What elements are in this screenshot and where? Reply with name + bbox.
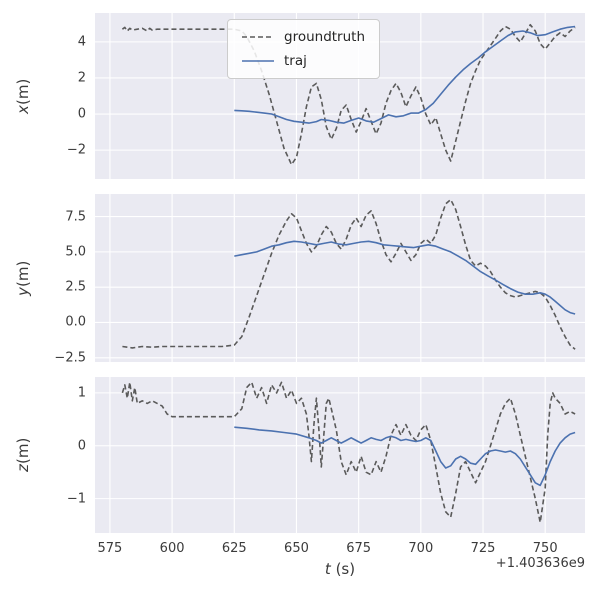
groundtruth-line [122,198,576,350]
legend: groundtruth traj [227,19,381,79]
axis-offset-text: +1.403636e9 [495,556,585,571]
subplot-x: groundtruth traj −2 0 2 4 [67,13,585,179]
traj-solid-line-icon [242,60,274,62]
legend-item-groundtruth: groundtruth [242,29,365,45]
y-tick-label: −2.5 [54,350,86,366]
y-axis-ylabel: y (m) [12,194,34,362]
ylabel-var-z: z [14,464,32,473]
y-tick-label: 4 [77,34,86,50]
traj-line [234,426,576,487]
y-tick-label: −1 [66,491,86,507]
x-tick-label: 700 [408,541,434,556]
y-tick-label: 2 [77,70,86,86]
subplot-z: −1 0 1 575 600 625 650 675 700 725 750 [67,377,585,556]
x-axis-title: t (s) [95,560,585,578]
ylabel-var-x: x [14,104,32,114]
traj-line [234,25,576,124]
x-tick-label: 625 [221,541,247,556]
x-tick-label: 675 [346,541,372,556]
y-plot-canvas [95,194,585,362]
legend-label-groundtruth: groundtruth [284,29,366,45]
y-tick-label: 5.0 [65,244,86,260]
y-tick-label: 0 [77,106,86,122]
y-tick-label: 0.0 [65,314,86,330]
y-tick-label: 1 [77,385,86,401]
xlabel-unit: (s) [330,560,356,578]
ylabel-var-y: y [14,286,32,296]
y-tick-label: 0 [77,438,86,454]
x-axis-ylabel: x (m) [12,13,34,179]
ylabel-unit-y: (m) [14,260,32,287]
x-tick-label: 575 [97,541,123,556]
legend-item-traj: traj [242,53,365,69]
legend-label-traj: traj [284,53,307,69]
x-tick-label: 725 [470,541,496,556]
z-plot-canvas [95,377,585,533]
groundtruth-line [121,381,576,524]
ylabel-unit-x: (m) [14,78,32,105]
y-tick-label: −2 [66,142,86,158]
groundtruth-dashed-line-icon [242,36,274,38]
x-tick-label: 600 [159,541,185,556]
subplot-y: −2.5 0.0 2.5 5.0 7.5 [54,194,585,365]
z-axis-ylabel: z (m) [12,377,34,533]
ylabel-unit-z: (m) [14,437,32,465]
y-tick-label: 7.5 [65,209,86,225]
x-tick-label: 650 [284,541,309,556]
x-tick-label: 750 [532,541,558,556]
traj-line [234,240,576,315]
xlabel-var: t [324,560,331,578]
y-tick-label: 2.5 [65,279,86,295]
